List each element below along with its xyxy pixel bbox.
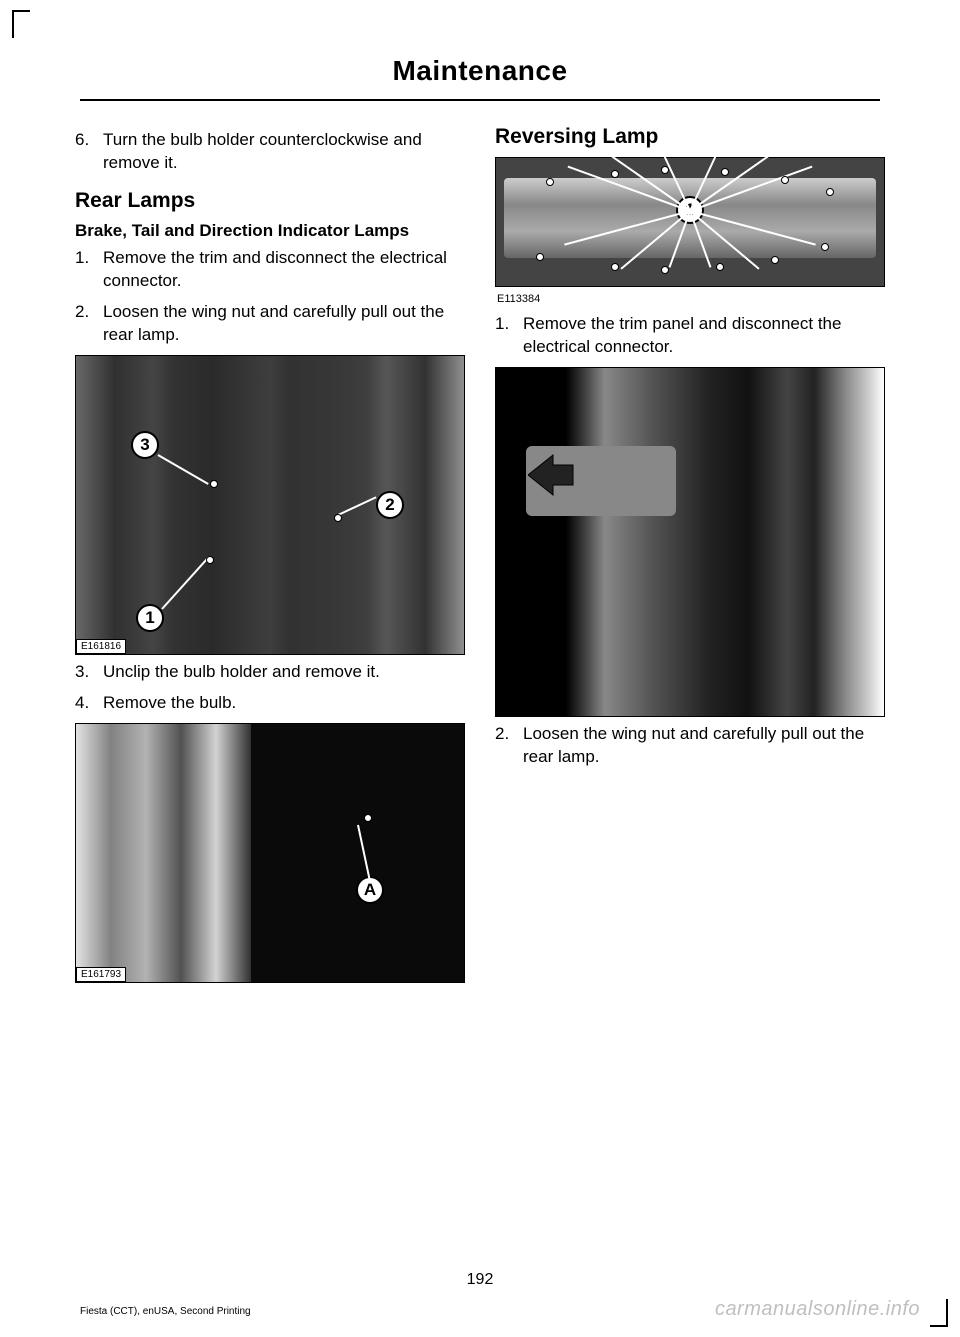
step-num: 2. bbox=[75, 301, 103, 347]
crop-mark-br bbox=[930, 1299, 948, 1327]
arrow-icon bbox=[528, 450, 578, 500]
watermark: carmanualsonline.info bbox=[715, 1298, 920, 1321]
step-text: Remove the trim panel and disconnect the… bbox=[523, 313, 885, 359]
step-text: Remove the bulb. bbox=[103, 692, 236, 715]
step-text: Turn the bulb holder counterclockwise an… bbox=[103, 129, 465, 175]
step-2: 2. Loosen the wing nut and carefully pul… bbox=[75, 301, 465, 347]
callout-3: 3 bbox=[131, 431, 159, 459]
step-6: 6. Turn the bulb holder counterclockwise… bbox=[75, 129, 465, 175]
step-2-right: 2. Loosen the wing nut and carefully pul… bbox=[495, 723, 885, 769]
callout-dot bbox=[364, 814, 372, 822]
figure-bulb-holder: A E161793 bbox=[75, 723, 465, 983]
header-title: Maintenance bbox=[80, 55, 880, 87]
figure-caption: E113384 bbox=[497, 293, 885, 305]
page-header: Maintenance bbox=[80, 55, 880, 101]
figure-label: E161793 bbox=[76, 967, 126, 982]
heading-reversing-lamp: Reversing Lamp bbox=[495, 125, 885, 149]
callout-dot bbox=[206, 556, 214, 564]
footer-text: Fiesta (CCT), enUSA, Second Printing bbox=[80, 1306, 251, 1317]
callout-2: 2 bbox=[376, 491, 404, 519]
heading-rear-lamps: Rear Lamps bbox=[75, 189, 465, 213]
step-3: 3. Unclip the bulb holder and remove it. bbox=[75, 661, 465, 684]
step-num: 6. bbox=[75, 129, 103, 175]
step-text: Loosen the wing nut and carefully pull o… bbox=[103, 301, 465, 347]
figure-rear-lamp: 3 2 1 E161816 bbox=[75, 355, 465, 655]
step-1-right: 1. Remove the trim panel and disconnect … bbox=[495, 313, 885, 359]
step-4: 4. Remove the bulb. bbox=[75, 692, 465, 715]
figure-trim-panel bbox=[495, 367, 885, 717]
right-column: Reversing Lamp 1 E113384 bbox=[495, 125, 885, 989]
heading-brake-tail: Brake, Tail and Direction Indicator Lamp… bbox=[75, 221, 465, 241]
step-num: 1. bbox=[495, 313, 523, 359]
figure-label: E161816 bbox=[76, 639, 126, 654]
crop-mark-tl bbox=[12, 10, 30, 38]
step-text: Loosen the wing nut and carefully pull o… bbox=[523, 723, 885, 769]
callout-dot bbox=[210, 480, 218, 488]
step-text: Unclip the bulb holder and remove it. bbox=[103, 661, 380, 684]
step-num: 1. bbox=[75, 247, 103, 293]
step-num: 4. bbox=[75, 692, 103, 715]
content: 6. Turn the bulb holder counterclockwise… bbox=[75, 125, 885, 989]
step-text: Remove the trim and disconnect the elect… bbox=[103, 247, 465, 293]
step-num: 3. bbox=[75, 661, 103, 684]
callout-line bbox=[357, 824, 371, 883]
left-column: 6. Turn the bulb holder counterclockwise… bbox=[75, 125, 465, 989]
callout-1: 1 bbox=[136, 604, 164, 632]
page-number: 192 bbox=[0, 1271, 960, 1289]
callout-dot bbox=[334, 514, 342, 522]
figure-reversing-clips: 1 bbox=[495, 157, 885, 287]
step-1: 1. Remove the trim and disconnect the el… bbox=[75, 247, 465, 293]
step-num: 2. bbox=[495, 723, 523, 769]
